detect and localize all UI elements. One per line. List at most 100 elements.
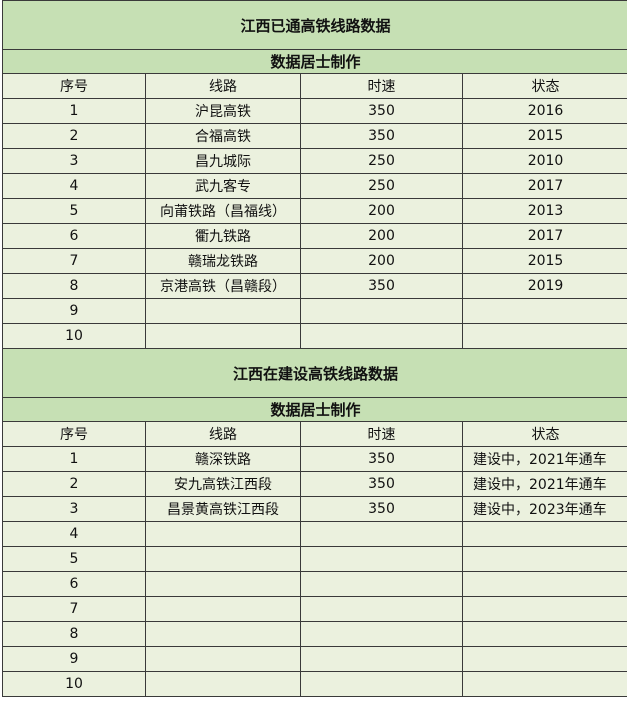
table-cell[interactable]: 200 [300,248,463,274]
table-row: 9 [2,298,627,324]
table-cell[interactable]: 建设中，2021年通车 [461,471,627,497]
table-cell[interactable]: 2 [2,471,146,497]
table-row: 7 赣瑞龙铁路 200 2015 [2,248,627,274]
section-subtitle[interactable]: 数据居士制作 [1,397,627,422]
table-cell[interactable]: 9 [2,646,146,672]
table-cell[interactable]: 350 [300,496,463,522]
table-cell[interactable]: 10 [2,671,146,697]
table-cell[interactable]: 8 [2,273,146,299]
table-cell[interactable] [145,571,301,597]
column-header[interactable]: 时速 [300,421,463,447]
column-header[interactable]: 时速 [300,73,463,99]
section-title[interactable]: 江西已通高铁线路数据 [1,0,627,50]
table-cell[interactable] [300,298,463,324]
table-row: 8 [2,621,627,647]
table-cell[interactable]: 建设中，2021年通车 [461,446,627,472]
table-cell[interactable] [300,323,463,349]
table-cell[interactable]: 赣深铁路 [145,446,301,472]
table-cell[interactable] [145,323,301,349]
table-cell[interactable] [461,323,627,349]
table-cell[interactable] [461,298,627,324]
table-cell[interactable]: 2 [2,123,146,149]
table-cell[interactable]: 沪昆高铁 [145,98,301,124]
table-cell[interactable]: 4 [2,173,146,199]
table-cell[interactable]: 2016 [461,98,627,124]
table-cell[interactable]: 3 [2,148,146,174]
table-cell[interactable]: 250 [300,173,463,199]
table-cell[interactable] [145,298,301,324]
table-cell[interactable] [461,521,627,547]
table-cell[interactable]: 2015 [461,248,627,274]
table-cell[interactable] [461,671,627,697]
table-cell[interactable]: 合福高铁 [145,123,301,149]
table-cell[interactable] [145,596,301,622]
table-row: 3 昌景黄高铁江西段 350 建设中，2023年通车 [2,496,627,522]
column-header[interactable]: 序号 [2,73,146,99]
table-cell[interactable]: 赣瑞龙铁路 [145,248,301,274]
table-cell[interactable]: 5 [2,546,146,572]
column-header[interactable]: 状态 [461,73,627,99]
table-cell[interactable]: 9 [2,298,146,324]
table-cell[interactable]: 建设中，2023年通车 [461,496,627,522]
table-cell[interactable] [300,571,463,597]
table-cell[interactable] [145,671,301,697]
table-cell[interactable] [461,546,627,572]
table-cell[interactable]: 1 [2,446,146,472]
table-cell[interactable]: 10 [2,323,146,349]
column-header[interactable]: 序号 [2,421,146,447]
table-cell[interactable]: 向莆铁路（昌福线） [145,198,301,224]
table-cell[interactable]: 6 [2,571,146,597]
table-cell[interactable]: 200 [300,223,463,249]
table-cell[interactable] [145,621,301,647]
table-cell[interactable] [300,646,463,672]
section-subtitle[interactable]: 数据居士制作 [1,49,627,74]
table-cell[interactable] [300,521,463,547]
table-cell[interactable]: 2015 [461,123,627,149]
table-cell[interactable] [461,646,627,672]
table-cell[interactable]: 6 [2,223,146,249]
table-row: 8 京港高铁（昌赣段） 350 2019 [2,273,627,299]
table-cell[interactable] [145,521,301,547]
table-cell[interactable]: 2013 [461,198,627,224]
table-cell[interactable] [300,671,463,697]
table-cell[interactable]: 昌景黄高铁江西段 [145,496,301,522]
table-cell[interactable]: 2019 [461,273,627,299]
table-cell[interactable] [300,621,463,647]
table-cell[interactable]: 350 [300,471,463,497]
table-cell[interactable]: 3 [2,496,146,522]
table-row: 7 [2,596,627,622]
table-cell[interactable]: 2017 [461,223,627,249]
table-cell[interactable]: 1 [2,98,146,124]
table-cell[interactable]: 250 [300,148,463,174]
column-header[interactable]: 状态 [461,421,627,447]
column-header[interactable]: 线路 [145,73,301,99]
table-cell[interactable] [461,571,627,597]
table-cell[interactable]: 5 [2,198,146,224]
table-cell[interactable]: 7 [2,248,146,274]
table-cell[interactable] [145,546,301,572]
table-cell[interactable]: 衢九铁路 [145,223,301,249]
table-cell[interactable] [300,596,463,622]
table-cell[interactable] [300,546,463,572]
table-cell[interactable]: 200 [300,198,463,224]
table-cell[interactable] [145,646,301,672]
table-row: 6 衢九铁路 200 2017 [2,223,627,249]
table-cell[interactable]: 8 [2,621,146,647]
table-cell[interactable]: 安九高铁江西段 [145,471,301,497]
table-cell[interactable]: 350 [300,123,463,149]
table-cell[interactable]: 4 [2,521,146,547]
table-cell[interactable]: 7 [2,596,146,622]
table-cell[interactable]: 京港高铁（昌赣段） [145,273,301,299]
table-cell[interactable]: 2010 [461,148,627,174]
table-cell[interactable]: 昌九城际 [145,148,301,174]
table-cell[interactable]: 350 [300,446,463,472]
column-header[interactable]: 线路 [145,421,301,447]
table-cell[interactable]: 350 [300,98,463,124]
table-cell[interactable]: 350 [300,273,463,299]
table-cell[interactable]: 武九客专 [145,173,301,199]
table-cell[interactable] [461,621,627,647]
table-cell[interactable]: 2017 [461,173,627,199]
section-title[interactable]: 江西在建设高铁线路数据 [1,348,627,398]
table-cell[interactable] [461,596,627,622]
